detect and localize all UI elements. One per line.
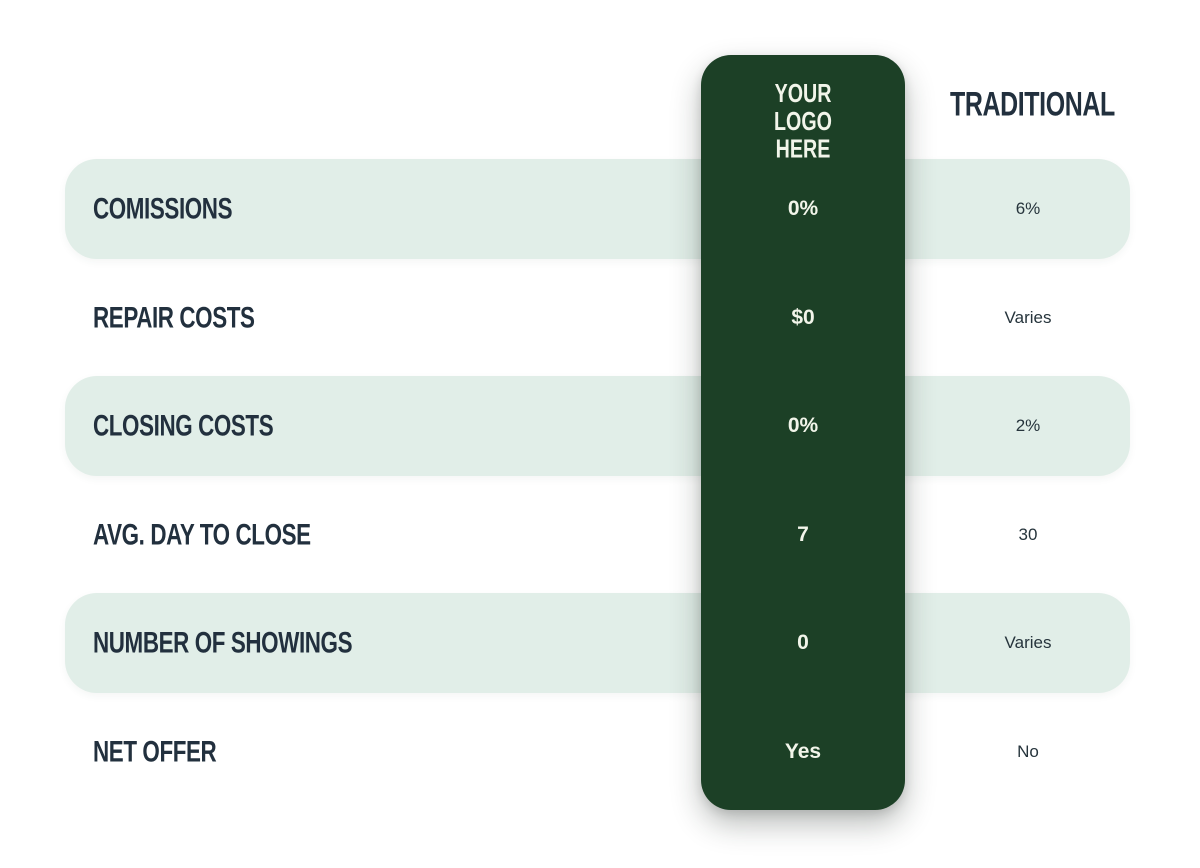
- table-row: NUMBER OF SHOWINGS Varies: [65, 593, 1130, 693]
- traditional-value: 30: [1018, 524, 1038, 544]
- row-label: CLOSING COSTS: [93, 409, 274, 442]
- logo-value: 7: [797, 522, 809, 546]
- table-row: CLOSING COSTS 2%: [65, 376, 1130, 476]
- logo-column-header: YOUR LOGO HERE: [719, 79, 886, 164]
- table-rows: COMISSIONS 6% REPAIR COSTS Varies CLOSIN…: [65, 159, 1130, 810]
- logo-value: 0%: [787, 414, 819, 437]
- table-row: AVG. DAY TO CLOSE 30: [65, 485, 1130, 585]
- traditional-column-header: TRADITIONAL: [950, 84, 1115, 124]
- row-label: REPAIR COSTS: [93, 300, 255, 334]
- row-label: AVG. DAY TO CLOSE: [93, 517, 311, 551]
- logo-value: Yes: [784, 739, 822, 763]
- logo-column: YOUR LOGO HERE 0% $0 0% 7 0 Yes: [701, 55, 905, 810]
- traditional-value: 6%: [1015, 199, 1041, 218]
- logo-value: 0: [797, 631, 809, 654]
- logo-value: $0: [791, 305, 815, 329]
- traditional-value: No: [1017, 741, 1039, 761]
- table-row: COMISSIONS 6%: [65, 159, 1130, 259]
- table-row: NET OFFER No: [65, 702, 1130, 802]
- row-label: COMISSIONS: [93, 192, 233, 225]
- logo-value: 0%: [787, 197, 819, 220]
- row-label: NUMBER OF SHOWINGS: [93, 626, 353, 659]
- logo-column-header-text: YOUR LOGO HERE: [774, 79, 832, 164]
- table-row: REPAIR COSTS Varies: [65, 268, 1130, 368]
- row-label: NET OFFER: [93, 734, 217, 768]
- traditional-value: 2%: [1015, 416, 1041, 435]
- traditional-value: Varies: [1004, 633, 1052, 652]
- traditional-value: Varies: [1004, 307, 1052, 327]
